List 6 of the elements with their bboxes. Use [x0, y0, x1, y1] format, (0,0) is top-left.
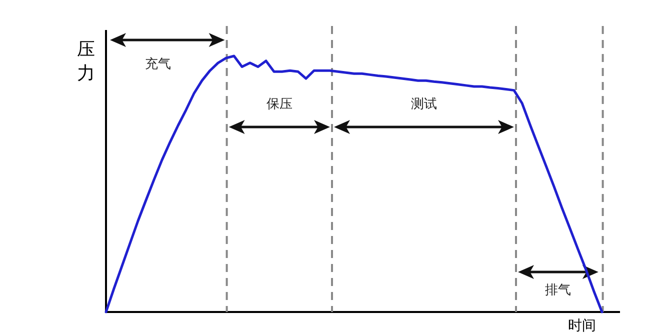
x-axis-title: 时间 [568, 318, 596, 334]
annotation: 测试 [411, 97, 437, 112]
annotation: 保压 [266, 97, 292, 112]
annotation: 充气 [145, 57, 171, 72]
annotation: 排气 [545, 283, 572, 298]
y-axis-title: 压力 [77, 39, 95, 84]
